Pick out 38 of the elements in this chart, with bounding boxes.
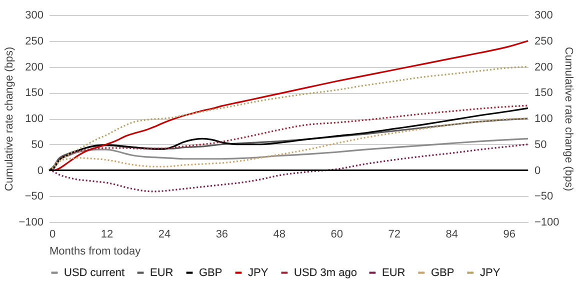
- x-tick-label: 72: [388, 228, 401, 240]
- x-tick-label: 96: [503, 228, 516, 240]
- y-tick-label: 50: [31, 138, 44, 151]
- y-tick-label: 300: [25, 10, 44, 22]
- y-tick-label: 200: [25, 61, 44, 74]
- x-tick-label: 36: [216, 228, 228, 240]
- y2-tick-label: 250: [534, 35, 553, 48]
- x-tick-label: 48: [273, 228, 286, 240]
- legend-label: GBP: [199, 266, 222, 279]
- legend-label: GBP: [431, 266, 454, 279]
- legend-label: EUR: [382, 266, 406, 279]
- y2-tick-label: −50: [534, 190, 554, 203]
- legend-label: JPY: [248, 266, 269, 279]
- x-axis-title: Months from today: [50, 246, 142, 258]
- y2-tick-label: 150: [534, 87, 553, 100]
- x-tick-label: 60: [330, 228, 344, 240]
- x-tick-label: 84: [446, 228, 458, 240]
- y2-tick-label: 0: [534, 164, 541, 177]
- legend-label: EUR: [150, 266, 174, 279]
- y-tick-label: 0: [37, 164, 44, 177]
- y-tick-label: −100: [18, 216, 44, 228]
- legend-label: USD current: [64, 266, 125, 279]
- y-tick-label: 150: [25, 87, 44, 100]
- y-tick-label: 250: [25, 35, 44, 48]
- legend-label: JPY: [480, 266, 501, 279]
- x-tick-label: 0: [50, 228, 56, 240]
- legend-label: USD 3m ago: [294, 266, 357, 279]
- y2-tick-label: 100: [534, 113, 553, 125]
- y2-tick-label: 300: [534, 10, 553, 22]
- y2-axis-title: Cumulative rate change (bps): [562, 46, 574, 192]
- y2-tick-label: 50: [534, 138, 547, 151]
- y2-tick-label: 200: [534, 61, 553, 74]
- y-axis-title: Cumulative rate change (bps): [4, 46, 16, 192]
- y2-tick-label: −100: [534, 216, 560, 228]
- y-tick-label: −50: [24, 190, 44, 203]
- x-tick-label: 12: [100, 228, 114, 240]
- y-tick-label: 100: [25, 113, 44, 125]
- x-tick-label: 24: [158, 228, 171, 240]
